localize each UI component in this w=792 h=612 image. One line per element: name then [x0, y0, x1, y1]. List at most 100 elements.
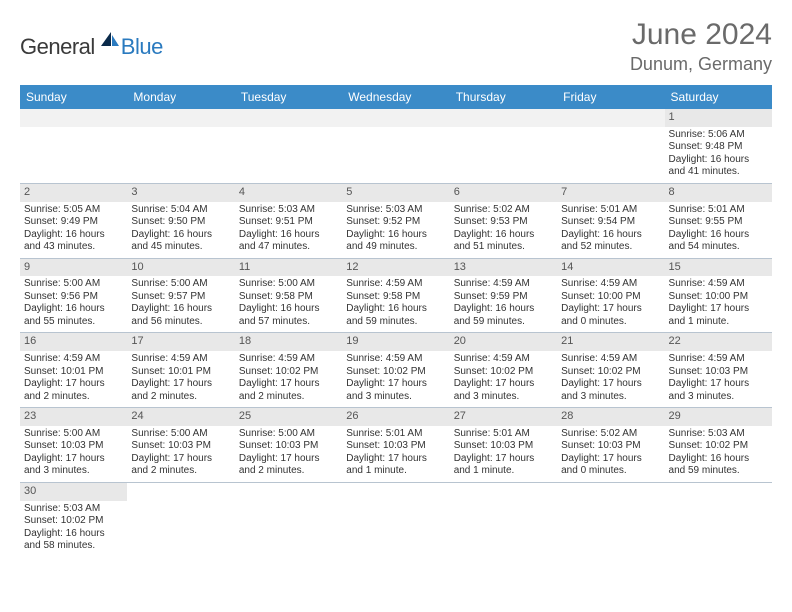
- calendar-cell: 10Sunrise: 5:00 AMSunset: 9:57 PMDayligh…: [127, 258, 234, 333]
- calendar-cell: [665, 482, 772, 556]
- calendar-cell: 11Sunrise: 5:00 AMSunset: 9:58 PMDayligh…: [235, 258, 342, 333]
- day-body: Sunrise: 5:00 AMSunset: 10:03 PMDaylight…: [235, 426, 342, 482]
- day-body: Sunrise: 5:00 AMSunset: 9:57 PMDaylight:…: [127, 276, 234, 332]
- calendar-row: 2Sunrise: 5:05 AMSunset: 9:49 PMDaylight…: [20, 183, 772, 258]
- calendar-cell: 29Sunrise: 5:03 AMSunset: 10:02 PMDaylig…: [665, 408, 772, 483]
- calendar-row: 30Sunrise: 5:03 AMSunset: 10:02 PMDaylig…: [20, 482, 772, 556]
- calendar-cell: [127, 109, 234, 183]
- day-line: Daylight: 17 hours: [561, 453, 660, 466]
- empty-day-bar: [342, 109, 449, 127]
- day-line: Sunset: 10:00 PM: [561, 291, 660, 304]
- day-line: and 1 minute.: [669, 316, 768, 329]
- day-line: and 3 minutes.: [669, 391, 768, 404]
- day-number: 6: [450, 184, 557, 202]
- day-line: Sunrise: 5:03 AM: [346, 204, 445, 217]
- day-line: Sunset: 10:01 PM: [131, 366, 230, 379]
- day-line: Sunrise: 5:02 AM: [561, 428, 660, 441]
- day-body: Sunrise: 5:03 AMSunset: 9:52 PMDaylight:…: [342, 202, 449, 258]
- day-line: Sunset: 10:02 PM: [24, 515, 123, 528]
- day-number: 15: [665, 259, 772, 277]
- day-number: 21: [557, 333, 664, 351]
- calendar-cell: 23Sunrise: 5:00 AMSunset: 10:03 PMDaylig…: [20, 408, 127, 483]
- day-line: Sunrise: 4:59 AM: [454, 278, 553, 291]
- day-line: Sunrise: 5:00 AM: [24, 278, 123, 291]
- day-body: Sunrise: 5:01 AMSunset: 10:03 PMDaylight…: [342, 426, 449, 482]
- day-line: and 3 minutes.: [454, 391, 553, 404]
- day-line: Sunset: 10:03 PM: [669, 366, 768, 379]
- day-number: 3: [127, 184, 234, 202]
- day-line: and 49 minutes.: [346, 241, 445, 254]
- day-line: Daylight: 17 hours: [239, 453, 338, 466]
- day-number: 20: [450, 333, 557, 351]
- day-line: Sunrise: 5:01 AM: [454, 428, 553, 441]
- day-number: 30: [20, 483, 127, 501]
- day-line: Sunset: 10:00 PM: [669, 291, 768, 304]
- day-line: Daylight: 17 hours: [561, 378, 660, 391]
- day-body: Sunrise: 5:03 AMSunset: 10:02 PMDaylight…: [665, 426, 772, 482]
- day-body: Sunrise: 5:01 AMSunset: 9:54 PMDaylight:…: [557, 202, 664, 258]
- calendar-cell: [20, 109, 127, 183]
- day-line: Daylight: 16 hours: [669, 453, 768, 466]
- day-line: Daylight: 16 hours: [561, 229, 660, 242]
- day-body: Sunrise: 5:03 AMSunset: 9:51 PMDaylight:…: [235, 202, 342, 258]
- calendar-cell: [127, 482, 234, 556]
- day-number: 8: [665, 184, 772, 202]
- day-line: Sunset: 10:03 PM: [24, 440, 123, 453]
- day-line: Daylight: 16 hours: [454, 303, 553, 316]
- day-line: Daylight: 16 hours: [346, 229, 445, 242]
- day-line: Sunset: 10:02 PM: [561, 366, 660, 379]
- calendar-cell: 2Sunrise: 5:05 AMSunset: 9:49 PMDaylight…: [20, 183, 127, 258]
- day-line: Sunset: 10:03 PM: [454, 440, 553, 453]
- day-body: Sunrise: 4:59 AMSunset: 10:02 PMDaylight…: [450, 351, 557, 407]
- day-number: 9: [20, 259, 127, 277]
- calendar-cell: [557, 482, 664, 556]
- calendar-row: 1Sunrise: 5:06 AMSunset: 9:48 PMDaylight…: [20, 109, 772, 183]
- calendar-cell: 21Sunrise: 4:59 AMSunset: 10:02 PMDaylig…: [557, 333, 664, 408]
- calendar-cell: 19Sunrise: 4:59 AMSunset: 10:02 PMDaylig…: [342, 333, 449, 408]
- calendar-cell: 20Sunrise: 4:59 AMSunset: 10:02 PMDaylig…: [450, 333, 557, 408]
- day-number: 7: [557, 184, 664, 202]
- day-line: and 56 minutes.: [131, 316, 230, 329]
- calendar-cell: 12Sunrise: 4:59 AMSunset: 9:58 PMDayligh…: [342, 258, 449, 333]
- day-line: Sunset: 9:55 PM: [669, 216, 768, 229]
- day-number: 24: [127, 408, 234, 426]
- header: General Blue June 2024 Dunum, Germany: [20, 18, 772, 75]
- day-line: Sunrise: 5:01 AM: [346, 428, 445, 441]
- day-line: Sunrise: 4:59 AM: [24, 353, 123, 366]
- empty-day-bar: [20, 109, 127, 127]
- day-line: and 59 minutes.: [346, 316, 445, 329]
- day-line: and 3 minutes.: [24, 465, 123, 478]
- day-body: Sunrise: 5:03 AMSunset: 10:02 PMDaylight…: [20, 501, 127, 557]
- logo: General Blue: [20, 30, 163, 63]
- calendar-row: 23Sunrise: 5:00 AMSunset: 10:03 PMDaylig…: [20, 408, 772, 483]
- calendar-cell: 5Sunrise: 5:03 AMSunset: 9:52 PMDaylight…: [342, 183, 449, 258]
- day-line: and 1 minute.: [454, 465, 553, 478]
- day-line: Daylight: 17 hours: [454, 378, 553, 391]
- calendar-cell: 24Sunrise: 5:00 AMSunset: 10:03 PMDaylig…: [127, 408, 234, 483]
- day-number: 29: [665, 408, 772, 426]
- day-line: Sunrise: 4:59 AM: [561, 278, 660, 291]
- day-number: 17: [127, 333, 234, 351]
- day-line: Daylight: 16 hours: [131, 303, 230, 316]
- day-line: and 2 minutes.: [24, 391, 123, 404]
- day-line: Daylight: 17 hours: [24, 378, 123, 391]
- day-number: 13: [450, 259, 557, 277]
- page-title: June 2024: [630, 18, 772, 52]
- logo-text-blue: Blue: [121, 34, 163, 60]
- day-body: Sunrise: 5:00 AMSunset: 9:56 PMDaylight:…: [20, 276, 127, 332]
- day-line: Sunrise: 4:59 AM: [239, 353, 338, 366]
- day-line: Daylight: 16 hours: [24, 229, 123, 242]
- day-line: Daylight: 17 hours: [561, 303, 660, 316]
- day-number: 14: [557, 259, 664, 277]
- calendar-cell: 1Sunrise: 5:06 AMSunset: 9:48 PMDaylight…: [665, 109, 772, 183]
- day-number: 12: [342, 259, 449, 277]
- day-body: Sunrise: 5:06 AMSunset: 9:48 PMDaylight:…: [665, 127, 772, 183]
- empty-day-bar: [235, 109, 342, 127]
- calendar-cell: 27Sunrise: 5:01 AMSunset: 10:03 PMDaylig…: [450, 408, 557, 483]
- day-body: Sunrise: 5:00 AMSunset: 10:03 PMDaylight…: [127, 426, 234, 482]
- day-body: Sunrise: 4:59 AMSunset: 10:03 PMDaylight…: [665, 351, 772, 407]
- day-number: 1: [665, 109, 772, 127]
- day-line: and 58 minutes.: [24, 540, 123, 553]
- day-line: Daylight: 17 hours: [24, 453, 123, 466]
- calendar-cell: 8Sunrise: 5:01 AMSunset: 9:55 PMDaylight…: [665, 183, 772, 258]
